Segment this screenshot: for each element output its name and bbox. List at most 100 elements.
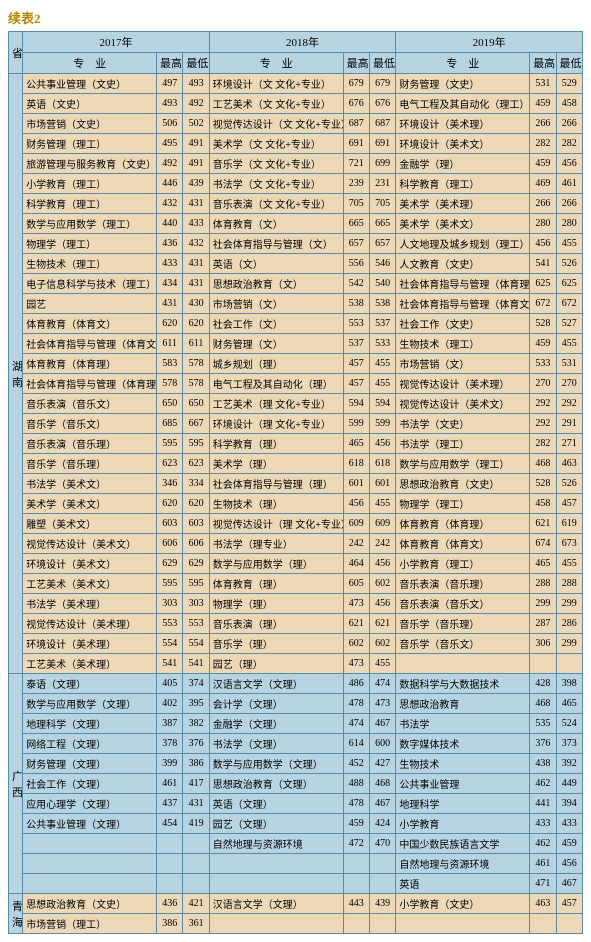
score-cell: 282 <box>530 434 556 454</box>
score-cell: 421 <box>183 894 209 914</box>
province-cell: 湖 南 <box>9 74 23 674</box>
major-cell: 美术学（美术理） <box>396 194 530 214</box>
score-cell: 427 <box>369 754 395 774</box>
major-cell: 市场营销（理工） <box>23 914 157 934</box>
score-cell: 467 <box>369 714 395 734</box>
score-cell: 469 <box>530 174 556 194</box>
score-cell: 620 <box>157 494 183 514</box>
score-cell: 266 <box>530 114 556 134</box>
score-cell: 491 <box>183 134 209 154</box>
score-cell: 491 <box>183 154 209 174</box>
major-cell: 社会工作（文） <box>209 314 343 334</box>
score-cell: 432 <box>157 194 183 214</box>
score-cell: 618 <box>343 454 369 474</box>
score-cell: 430 <box>183 294 209 314</box>
head-province: 省份 <box>9 32 23 74</box>
score-cell: 620 <box>183 314 209 334</box>
major-cell: 视觉传达设计（美术理） <box>23 614 157 634</box>
score-cell: 376 <box>183 734 209 754</box>
score-cell: 266 <box>556 194 582 214</box>
table-row: 美术学（美术文）620620生物技术（理）456455物理学（理工）458457 <box>9 494 583 514</box>
score-cell: 457 <box>343 374 369 394</box>
score-cell: 266 <box>556 114 582 134</box>
table-row: 社会体育指导与管理（体育文）611611财务管理（文）537533生物技术（理工… <box>9 334 583 354</box>
score-cell: 721 <box>343 154 369 174</box>
score-cell: 456 <box>369 434 395 454</box>
table-row: 地理科学（文理）387382金融学（文理）474467书法学535524 <box>9 714 583 734</box>
major-cell: 物理学（理工） <box>23 234 157 254</box>
table-row: 青 海思想政治教育（文史）436421汉语言文学（文理）443439小学教育（文… <box>9 894 583 914</box>
score-cell: 437 <box>157 794 183 814</box>
score-cell: 431 <box>183 254 209 274</box>
score-cell: 474 <box>369 674 395 694</box>
major-cell: 视觉传达设计（文 文化+专业） <box>209 114 343 134</box>
score-cell: 361 <box>183 914 209 934</box>
score-cell: 292 <box>530 414 556 434</box>
major-cell: 应用心理学（文理） <box>23 794 157 814</box>
score-cell: 465 <box>343 434 369 454</box>
table-row: 旅游管理与服务教育（文史）492491音乐学（文 文化+专业）721699金融学… <box>9 154 583 174</box>
score-cell: 621 <box>530 514 556 534</box>
table-row: 公共事业管理（文理）454419园艺（文理）459424小学教育433433 <box>9 814 583 834</box>
score-cell: 455 <box>556 234 582 254</box>
score-cell: 524 <box>556 714 582 734</box>
score-cell <box>157 834 183 854</box>
score-cell: 465 <box>556 694 582 714</box>
score-cell: 502 <box>183 114 209 134</box>
major-cell: 音乐学（理） <box>209 634 343 654</box>
score-cell: 620 <box>157 314 183 334</box>
score-cell: 455 <box>556 554 582 574</box>
table-row: 科学教育（理工）432431音乐表演（文 文化+专业）705705美术学（美术理… <box>9 194 583 214</box>
table-row: 音乐学（音乐文）685667环境设计（理 文化+专业）599599书法学（文史）… <box>9 414 583 434</box>
major-cell: 环境设计（美术文） <box>396 134 530 154</box>
score-cell: 417 <box>183 774 209 794</box>
major-cell: 音乐学（音乐理） <box>396 614 530 634</box>
score-cell <box>369 874 395 894</box>
major-cell: 美术学（美术文） <box>23 494 157 514</box>
major-cell <box>209 854 343 874</box>
score-cell: 433 <box>530 814 556 834</box>
score-cell <box>343 874 369 894</box>
score-cell: 376 <box>530 734 556 754</box>
score-cell: 629 <box>157 554 183 574</box>
score-cell: 493 <box>183 74 209 94</box>
score-cell: 603 <box>183 514 209 534</box>
score-cell: 461 <box>157 774 183 794</box>
score-cell: 457 <box>556 494 582 514</box>
major-cell: 体育教育（体育文） <box>396 534 530 554</box>
score-cell: 461 <box>556 174 582 194</box>
major-cell: 中国少数民族语言文学 <box>396 834 530 854</box>
head-year-2017: 2017年 <box>23 32 210 53</box>
table-row: 自然地理与资源环境461456 <box>9 854 583 874</box>
score-cell: 492 <box>183 94 209 114</box>
score-cell: 392 <box>556 754 582 774</box>
major-cell: 科学教育（理） <box>209 434 343 454</box>
score-cell: 665 <box>343 214 369 234</box>
table-row: 数学与应用数学（理工）440433体育教育（文）665665美术学（美术文）28… <box>9 214 583 234</box>
major-cell: 数据科学与大数据技术 <box>396 674 530 694</box>
score-cell: 497 <box>157 74 183 94</box>
table-row: 广 西泰语（文理）405374汉语言文学（文理）486474数据科学与大数据技术… <box>9 674 583 694</box>
major-cell: 美术学（文 文化+专业） <box>209 134 343 154</box>
major-cell: 思想政治教育（文史） <box>396 474 530 494</box>
score-cell: 459 <box>343 814 369 834</box>
major-cell: 物理学（理工） <box>396 494 530 514</box>
table-row: 书法学（美术理）303303物理学（理）473456音乐表演（音乐文）29929… <box>9 594 583 614</box>
score-cell: 288 <box>530 574 556 594</box>
score-cell: 611 <box>183 334 209 354</box>
score-cell: 687 <box>343 114 369 134</box>
score-cell: 486 <box>343 674 369 694</box>
score-cell: 449 <box>556 774 582 794</box>
score-cell: 601 <box>343 474 369 494</box>
score-cell: 462 <box>530 774 556 794</box>
score-cell: 456 <box>530 234 556 254</box>
score-cell: 541 <box>530 254 556 274</box>
score-cell: 402 <box>157 694 183 714</box>
major-cell: 环境设计（理 文化+专业） <box>209 414 343 434</box>
major-cell: 网络工程（文理） <box>23 734 157 754</box>
major-cell: 书法学（文理） <box>209 734 343 754</box>
score-cell: 462 <box>530 834 556 854</box>
table-row: 应用心理学（文理）437431英语（文理）478467地理科学441394 <box>9 794 583 814</box>
major-cell: 音乐学（音乐文） <box>23 414 157 434</box>
score-cell: 685 <box>157 414 183 434</box>
